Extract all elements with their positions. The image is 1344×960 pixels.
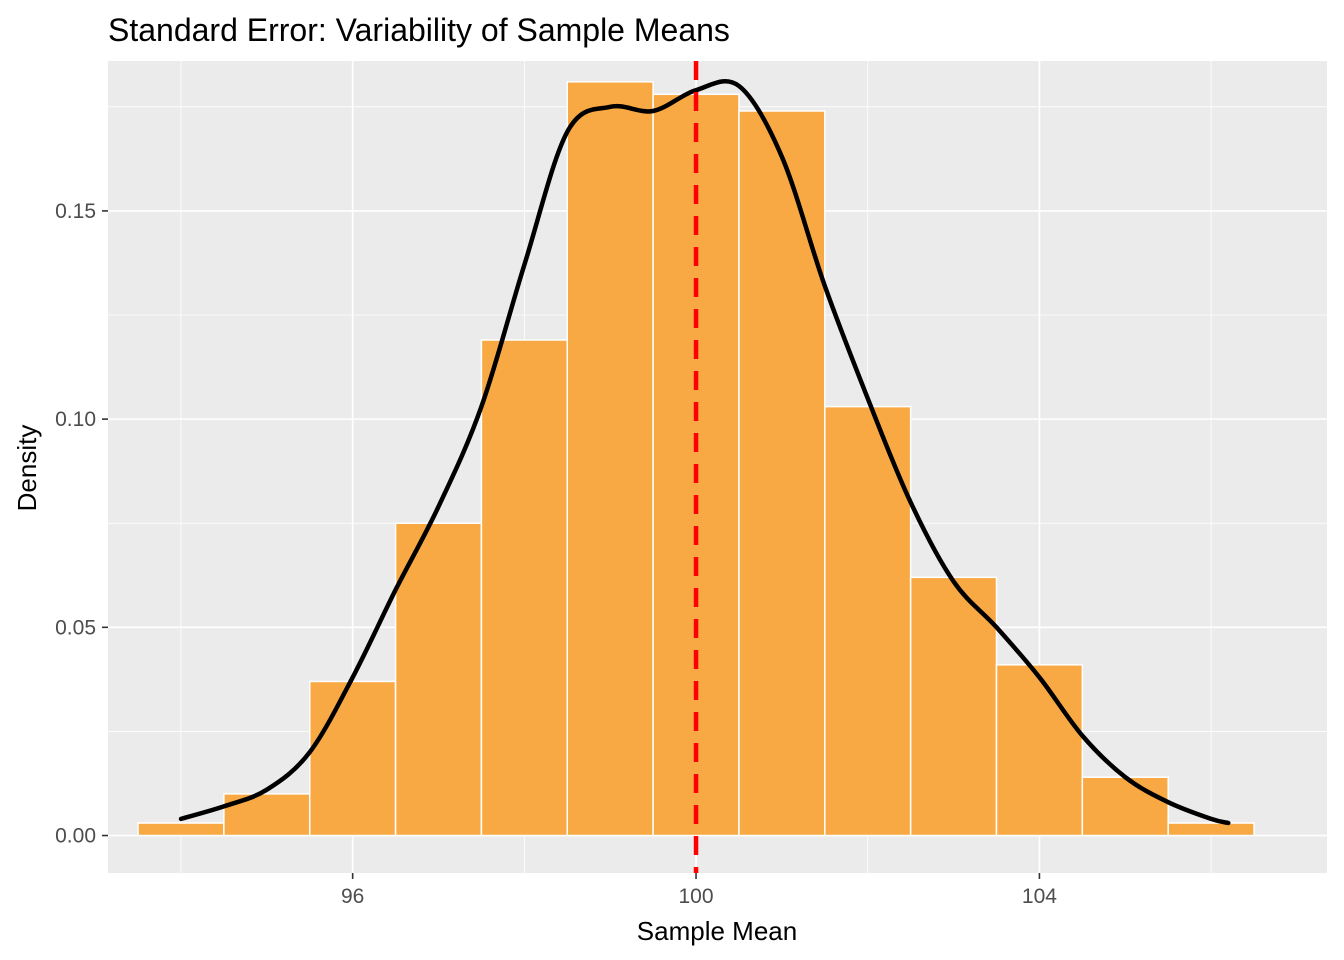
y-axis-title: Density	[12, 425, 42, 512]
y-tick-label: 0.05	[55, 616, 96, 639]
y-tick-label: 0.00	[55, 825, 96, 848]
x-tick-label: 96	[341, 885, 364, 908]
histogram-bar-5	[480, 339, 569, 837]
histogram-bar-3	[308, 680, 397, 837]
histogram-bar-13	[1167, 822, 1255, 837]
histogram-bar-9	[824, 405, 912, 837]
histogram-bar-12	[1081, 776, 1169, 837]
y-tick-label: 0.10	[55, 408, 96, 431]
histogram-bar-8	[738, 110, 826, 837]
histogram-bar-10	[909, 576, 998, 837]
y-tick-label: 0.15	[55, 200, 96, 223]
x-axis: 96 100 104	[341, 873, 1057, 908]
chart-title: Standard Error: Variability of Sample Me…	[108, 12, 730, 48]
x-tick-label: 100	[679, 885, 714, 908]
density-curve	[178, 79, 1231, 826]
histogram-bar-4	[394, 522, 483, 837]
histogram-bar-11	[995, 664, 1084, 837]
x-tick-label: 104	[1022, 885, 1057, 908]
x-axis-title: Sample Mean	[637, 916, 797, 946]
histogram-bar-6	[566, 81, 654, 837]
histogram-bar-1	[137, 822, 225, 837]
histogram-bars	[137, 81, 1255, 837]
y-axis: 0.00 0.05 0.10 0.15	[55, 200, 108, 848]
